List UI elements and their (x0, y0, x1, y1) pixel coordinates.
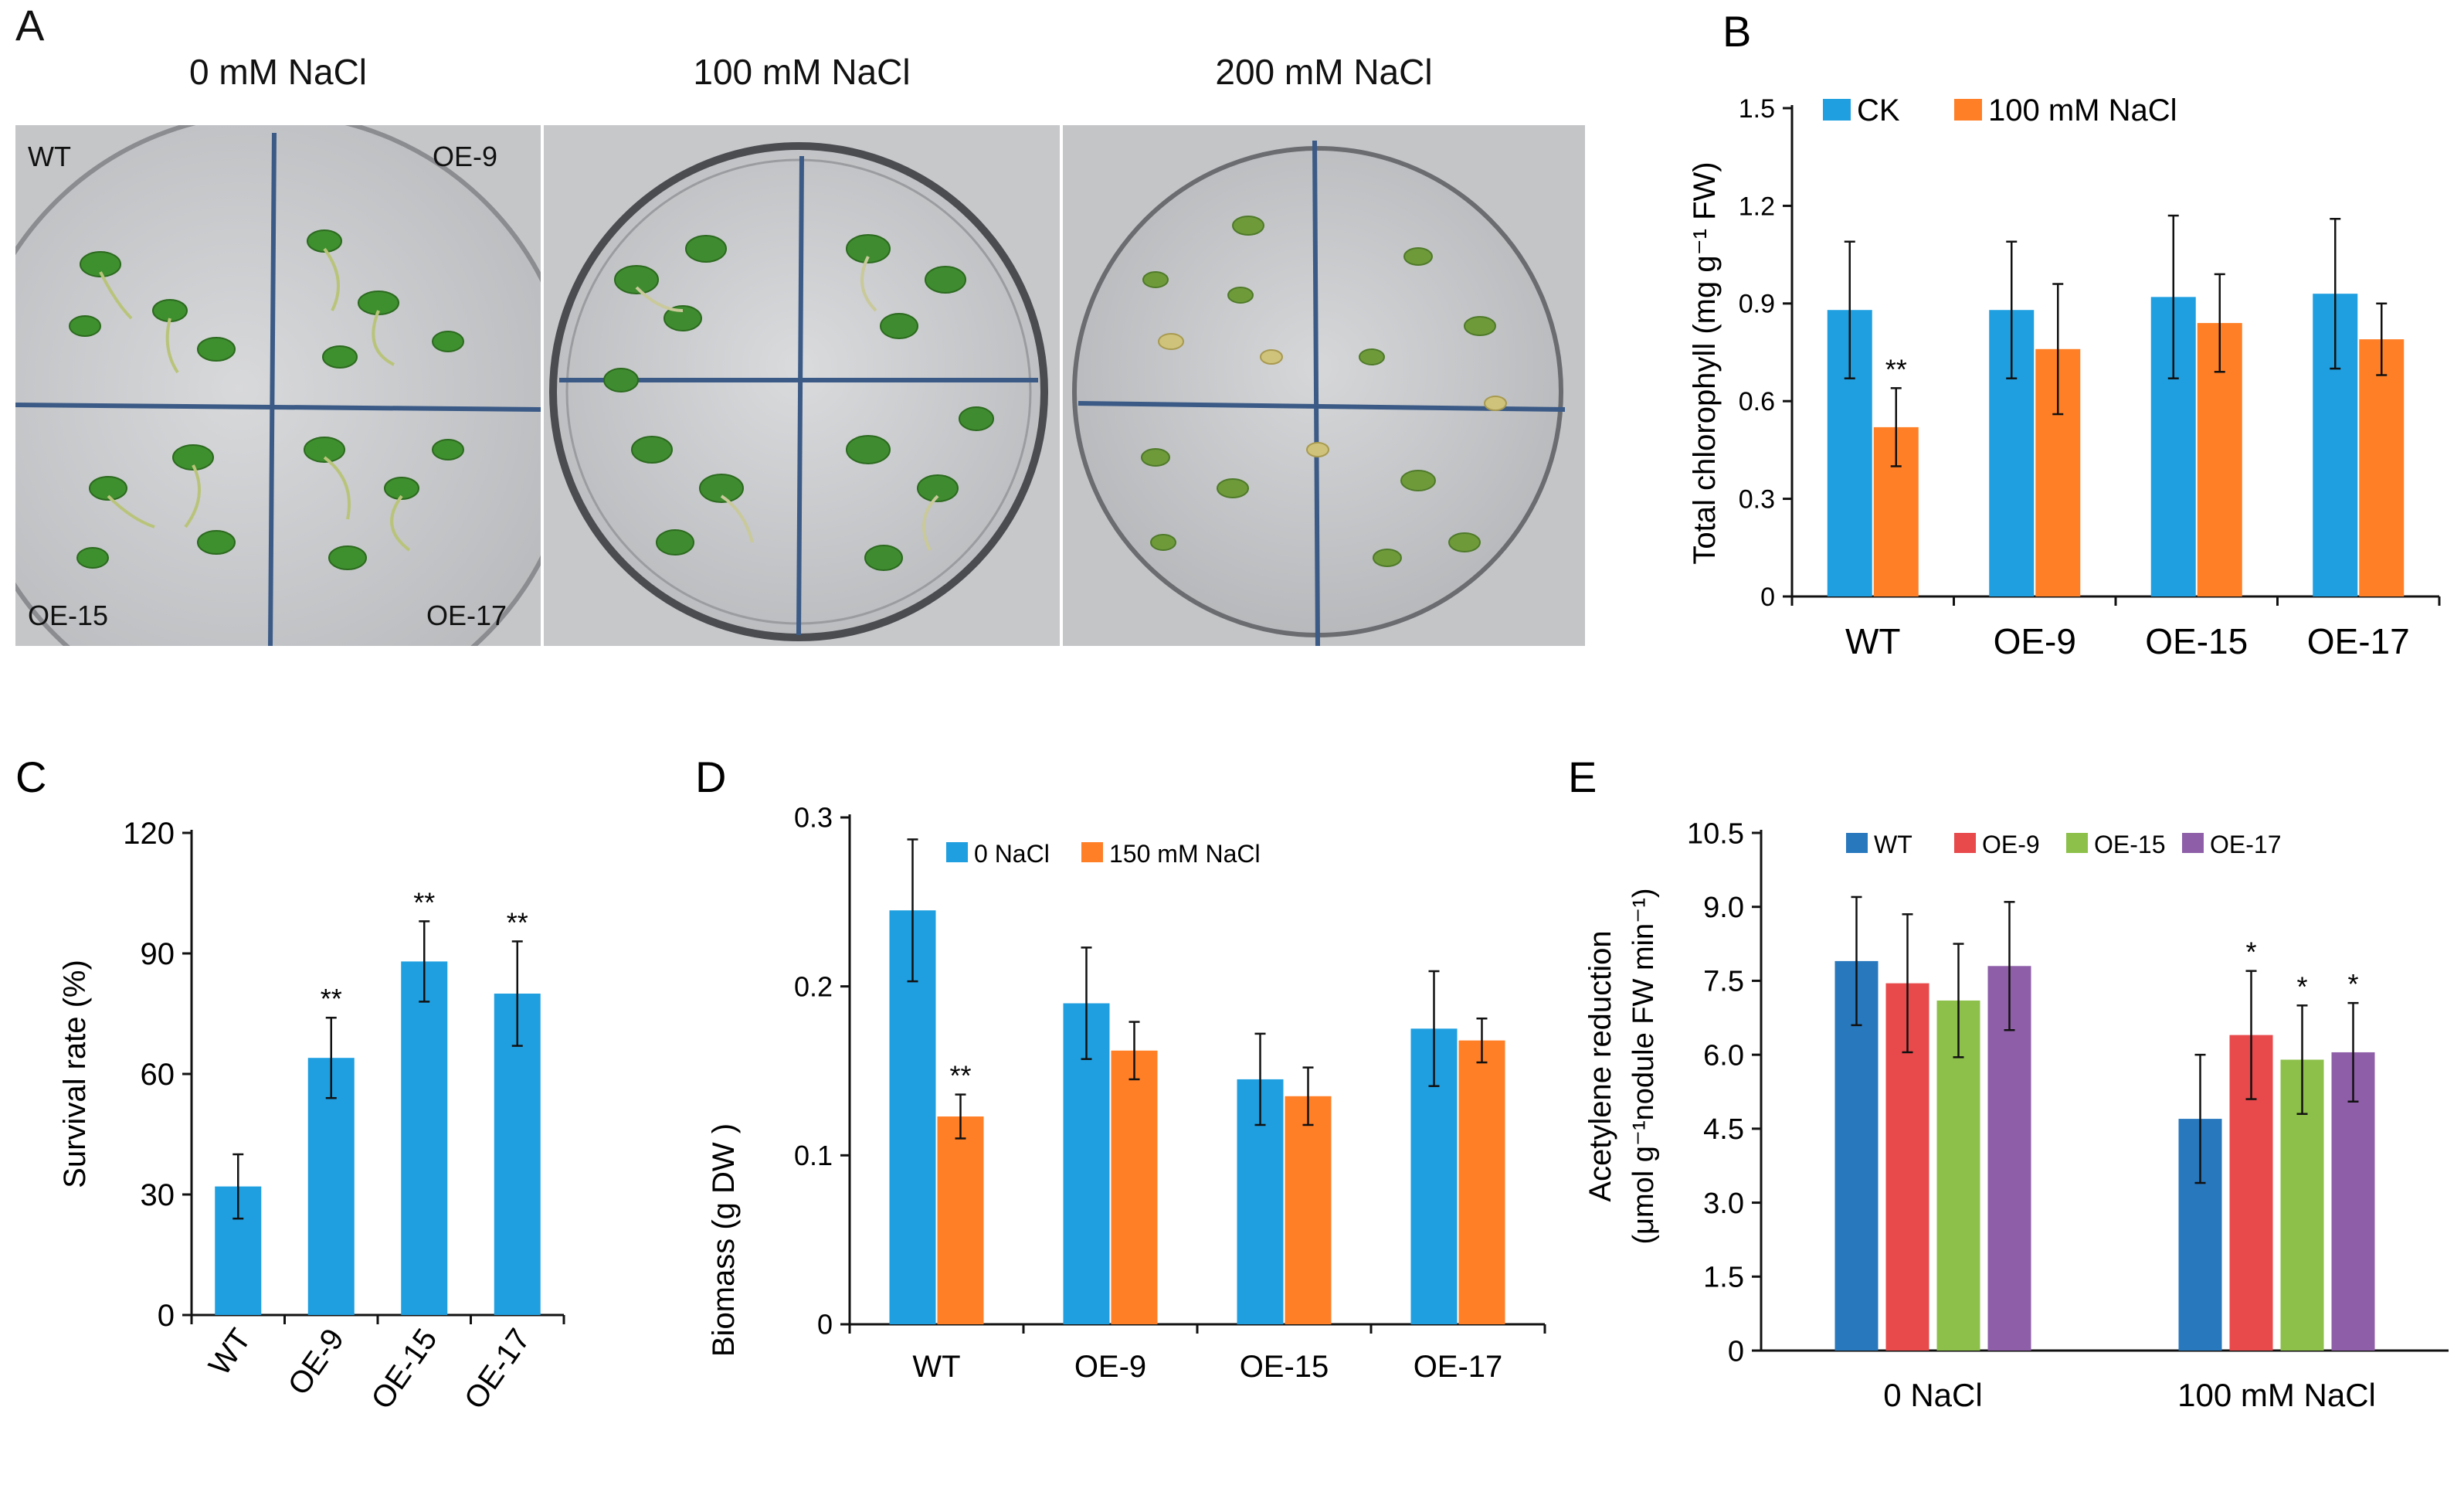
chart-b-ylabel: Total chlorophyll (mg g⁻¹ FW) (1688, 161, 1722, 564)
y-tick-label: 1.5 (1703, 1262, 1744, 1294)
bar (937, 1116, 984, 1324)
y-tick-label: 0.9 (1739, 290, 1775, 319)
legend-label: OE-9 (1982, 831, 2040, 858)
chart-e-ylabel-line2: (μmol g⁻¹nodule FW min⁻¹) (1627, 888, 1660, 1244)
condition-title-200: 200 mM NaCl (1215, 52, 1433, 92)
bar (307, 1058, 355, 1315)
x-tick-label: OE-15 (1240, 1350, 1329, 1384)
legend-label: OE-17 (2210, 831, 2281, 858)
petri-dish-illustration (544, 125, 1060, 646)
legend-swatch (2066, 833, 2088, 853)
y-tick-label: 1.2 (1739, 192, 1775, 221)
significance-mark: * (2347, 968, 2358, 1000)
plate-photo-100mm (544, 125, 1060, 646)
bar (1936, 1000, 1980, 1351)
bar (2359, 339, 2405, 596)
x-tick-label: WT (202, 1323, 258, 1381)
panel-c-letter: C (15, 753, 46, 801)
panel-e-letter: E (1568, 753, 1597, 801)
y-tick-label: 9.0 (1703, 892, 1744, 924)
x-tick-label: OE-15 (365, 1323, 443, 1415)
significance-mark: ** (321, 983, 342, 1014)
petri-dish-illustration (15, 125, 541, 646)
bar (1285, 1096, 1332, 1324)
y-tick-label: 4.5 (1703, 1113, 1744, 1146)
y-tick-label: 90 (141, 937, 175, 971)
significance-mark: ** (1885, 353, 1907, 385)
petri-dish-illustration (1063, 125, 1585, 646)
plate-photo-200mm (1063, 125, 1585, 646)
x-tick-label: OE-17 (458, 1323, 537, 1415)
condition-title-100: 100 mM NaCl (693, 52, 911, 92)
bar (1458, 1040, 1505, 1324)
panel-b-letter: B (1722, 7, 1751, 56)
significance-mark: * (2245, 936, 2256, 968)
x-tick-label: OE-9 (1074, 1350, 1146, 1384)
panel-a-letter: A (15, 1, 45, 49)
y-tick-label: 120 (123, 817, 175, 851)
legend-label: 100 mM NaCl (1988, 93, 2177, 127)
y-tick-label: 0 (1760, 583, 1775, 612)
x-tick-label: WT (912, 1350, 960, 1384)
y-tick-label: 10.5 (1687, 817, 1744, 850)
significance-mark: ** (507, 906, 528, 938)
y-tick-label: 60 (141, 1058, 175, 1092)
chart-d-ylabel: Biomass (g DW ) (707, 1123, 741, 1357)
legend-swatch (2182, 833, 2204, 853)
chart-b-svg: B Total chlorophyll (mg g⁻¹ FW) 0 0.3 0.6 0… (1688, 7, 2441, 661)
legend-swatch (1954, 833, 1976, 853)
legend-swatch (1081, 842, 1103, 862)
y-tick-label: 1.5 (1739, 94, 1775, 124)
y-tick-label: 0 (817, 1309, 833, 1341)
x-tick-label: OE-17 (2307, 621, 2410, 661)
legend-swatch (1846, 833, 1868, 853)
x-tick-label: OE-9 (1994, 621, 2076, 661)
plate-label-wt: WT (28, 141, 71, 172)
significance-mark: ** (413, 886, 435, 918)
y-tick-label: 30 (141, 1178, 175, 1212)
plate-label-oe15: OE-15 (28, 600, 109, 631)
plate-label-oe9: OE-9 (433, 141, 498, 172)
legend-label: WT (1874, 831, 1912, 858)
y-tick-label: 0.3 (1739, 485, 1775, 515)
panel-d-letter: D (695, 753, 726, 801)
legend-label: 150 mM NaCl (1109, 840, 1261, 868)
chart-e-svg: E Acetylene reduction (μmol g⁻¹nodule FW… (1568, 753, 2449, 1413)
legend-label: CK (1857, 93, 1900, 127)
legend-label: 0 NaCl (974, 840, 1050, 868)
significance-mark: * (2296, 970, 2307, 1002)
x-tick-label: WT (1845, 621, 1901, 661)
x-tick-label: 0 NaCl (1883, 1377, 1982, 1413)
y-tick-label: 7.5 (1703, 966, 1744, 998)
legend-label: OE-15 (2094, 831, 2165, 858)
bar (1111, 1050, 1158, 1324)
condition-title-0: 0 mM NaCl (188, 52, 368, 92)
chart-d-svg: D Biomass (g DW ) 0 0.1 0.2 0.3 ** WT OE-9 OE-1… (695, 753, 1546, 1384)
plate-photo-0mm (15, 125, 541, 646)
y-tick-label: 0.2 (794, 970, 833, 1002)
y-tick-label: 0 (1728, 1335, 1744, 1368)
y-tick-label: 3.0 (1703, 1188, 1744, 1220)
bar (401, 961, 448, 1315)
x-tick-label: OE-9 (282, 1323, 351, 1402)
x-tick-label: OE-15 (2145, 621, 2248, 661)
x-tick-label: 100 mM NaCl (2177, 1377, 2376, 1413)
bar (494, 994, 541, 1315)
y-tick-label: 6.0 (1703, 1039, 1744, 1072)
chart-c-svg: C Survival rate (%) 0 30 60 90 120 WT ** OE-9 **… (15, 753, 565, 1415)
y-tick-label: 0 (158, 1299, 175, 1333)
plate-label-oe17: OE-17 (426, 600, 507, 631)
chart-e-ylabel-line1: Acetylene reduction (1583, 930, 1617, 1201)
legend-swatch (946, 842, 968, 862)
y-tick-label: 0.6 (1739, 387, 1775, 416)
legend-swatch (1954, 99, 1982, 121)
significance-mark: ** (949, 1060, 971, 1092)
y-tick-label: 0.3 (794, 802, 833, 834)
legend-swatch (1823, 99, 1851, 121)
chart-c-ylabel: Survival rate (%) (58, 960, 92, 1188)
x-tick-label: OE-17 (1414, 1350, 1503, 1384)
y-tick-label: 0.1 (794, 1140, 833, 1171)
